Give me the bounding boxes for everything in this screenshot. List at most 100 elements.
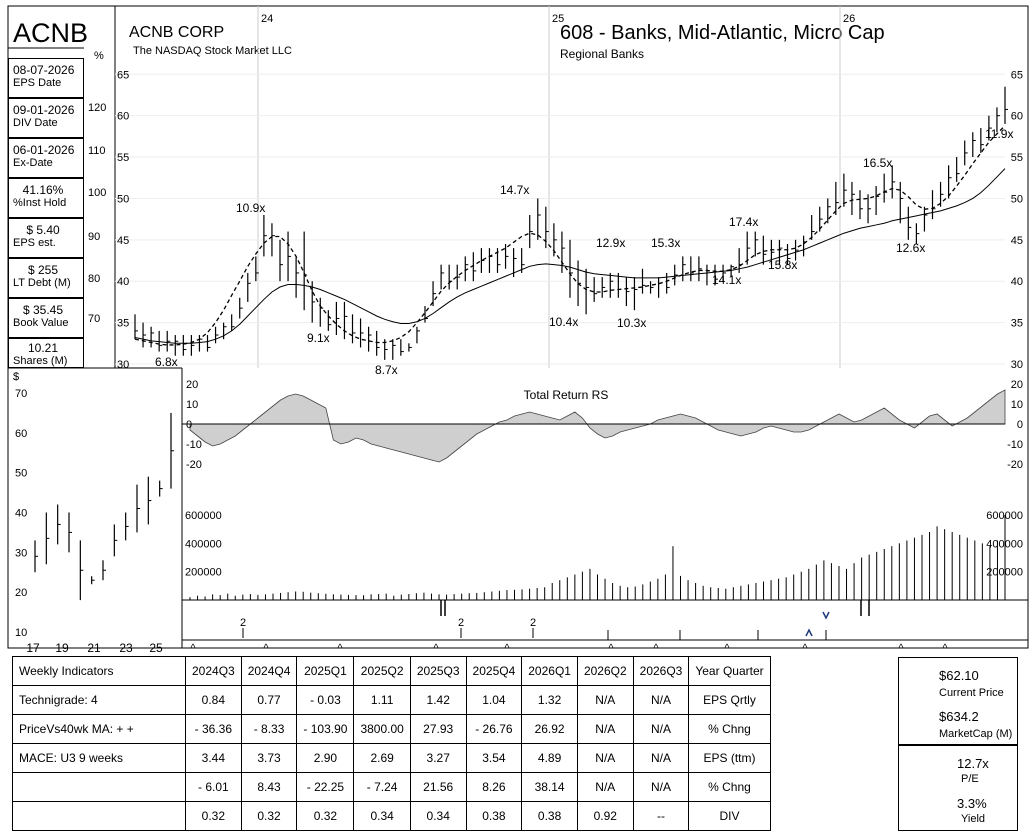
table-cell: 2026Q2 <box>576 656 634 686</box>
stat-label: %Inst Hold <box>13 197 67 209</box>
pe-label: 6.8x <box>155 355 178 369</box>
pe-label: 17.4x <box>729 215 758 229</box>
table-cell: EPS (ttm) <box>688 743 771 773</box>
table-cell: 1.42 <box>409 685 467 715</box>
pe-label: 11.9x <box>985 127 1013 141</box>
stat-label: Book Value <box>13 317 69 329</box>
caret-marker: ^ <box>899 643 904 654</box>
volume-tick-right: 400000 <box>986 538 1023 550</box>
table-cell: - 26.76 <box>465 714 523 744</box>
yield-label: Yield <box>961 813 986 825</box>
table-cell: 4.89 <box>521 743 578 773</box>
table-cell: 3.73 <box>240 743 298 773</box>
current-price: $62.10 <box>939 668 979 683</box>
inset-y-tick: 50 <box>15 468 27 480</box>
weekly-indicators-table: Weekly Indicators 2024Q3 2024Q4 2025Q1 2… <box>12 656 771 831</box>
volume-tick-right: 600000 <box>986 510 1023 522</box>
table-cell: 2.69 <box>353 743 411 773</box>
table-cell: -- <box>632 801 690 831</box>
table-cell: % Chng <box>688 714 771 744</box>
pe-value: 12.7x <box>957 756 989 771</box>
pe-label: 12.9x <box>596 236 625 250</box>
chart-border <box>7 5 1029 649</box>
table-cell: N/A <box>576 772 634 802</box>
table-cell: 8.26 <box>465 772 523 802</box>
percent-tick: 80 <box>88 273 100 285</box>
table-cell: 0.34 <box>353 801 411 831</box>
table-cell: - 36.36 <box>185 714 242 744</box>
price-tick-right: 45 <box>1011 235 1023 247</box>
price-tick-left: 30 <box>117 359 129 371</box>
table-cell: N/A <box>632 743 690 773</box>
table-cell: N/A <box>632 772 690 802</box>
pe-label: 10.3x <box>617 316 646 330</box>
stat-div-date: 09-01-2026 DIV Date <box>8 98 84 138</box>
stat-value: $ 35.45 <box>22 303 64 317</box>
price-tick-left: 50 <box>117 193 129 205</box>
rs-tick-right: 0 <box>1017 419 1023 431</box>
table-cell: PriceVs40wk MA: + + <box>12 714 186 744</box>
inset-x-tick: 21 <box>87 641 101 655</box>
caret-marker: ^ <box>943 643 948 654</box>
inset-x-tick: 25 <box>149 641 163 655</box>
table-cell: % Chng <box>688 772 771 802</box>
table-header-row: Weekly Indicators 2024Q3 2024Q4 2025Q1 2… <box>12 656 771 686</box>
table-cell: 3.27 <box>409 743 467 773</box>
ma40-line <box>134 168 1006 344</box>
table-row: PriceVs40wk MA: + + - 36.36 - 8.33 - 103… <box>12 714 771 744</box>
table-cell: N/A <box>632 685 690 715</box>
stat-value: 06-01-2026 <box>13 143 75 157</box>
table-cell: 2026Q1 <box>521 656 578 686</box>
price-tick-right: 55 <box>1011 152 1023 164</box>
up-arrow-icon <box>805 628 813 637</box>
table-cell: N/A <box>576 743 634 773</box>
table-cell: - 8.33 <box>240 714 298 744</box>
table-cell: 0.77 <box>240 685 298 715</box>
table-cell: - 22.25 <box>296 772 355 802</box>
moving-averages <box>134 125 1006 346</box>
pe-label: 15.8x <box>768 258 797 272</box>
table-cell: 0.32 <box>185 801 242 831</box>
table-cell: 0.84 <box>185 685 242 715</box>
stat-value: 41.16% <box>22 183 64 197</box>
table-cell: 0.32 <box>296 801 355 831</box>
table-cell: 3.44 <box>185 743 242 773</box>
price-tick-left: 55 <box>117 152 129 164</box>
year-label: 26 <box>843 13 855 25</box>
inset-y-tick: 10 <box>15 627 27 639</box>
rs-tick-right: -10 <box>1007 439 1023 451</box>
pe-label: P/E <box>961 773 979 785</box>
table-cell: 2026Q3 <box>632 656 690 686</box>
table-cell: 1.04 <box>465 685 523 715</box>
price-tick-left: 65 <box>117 69 129 81</box>
ma10-line <box>134 125 1006 346</box>
table-cell: 3.54 <box>465 743 523 773</box>
table-cell: 3800.00 <box>353 714 411 744</box>
table-cell: Weekly Indicators <box>12 656 186 686</box>
table-cell: 2024Q4 <box>240 656 298 686</box>
rs-tick-left: -10 <box>186 439 202 451</box>
inset-x-tick: 17 <box>26 641 40 655</box>
table-cell: N/A <box>576 714 634 744</box>
ticker-symbol: ACNB <box>13 18 89 48</box>
table-cell: Technigrade: 4 <box>12 685 186 715</box>
price-tick-left: 35 <box>117 318 129 330</box>
pe-label: 12.6x <box>896 241 925 255</box>
table-cell: - 0.03 <box>296 685 355 715</box>
rs-tick-right: -20 <box>1007 459 1023 471</box>
table-cell <box>12 772 186 802</box>
pe-label: 14.1x <box>712 273 741 287</box>
event-label: 2 <box>240 617 246 629</box>
stat-eps-est: $ 5.40 EPS est. <box>8 218 84 258</box>
caret-marker: ^ <box>338 643 343 654</box>
pe-label: 10.9x <box>236 201 265 215</box>
percent-tick: 70 <box>88 313 100 325</box>
stat-inst-hold: 41.16% %Inst Hold <box>8 178 84 218</box>
price-bars <box>134 86 1008 360</box>
stat-label: DIV Date <box>13 117 58 129</box>
percent-tick: 120 <box>88 102 106 114</box>
volume-panel: 600000 600000 400000 400000 200000 200000 <box>185 510 1023 600</box>
rs-panel: 20 20 10 10 0 0 -10 -10 -20 -20 Total Return RS <box>182 379 1023 471</box>
event-label: 2 <box>530 617 536 629</box>
price-tick-left: 60 <box>117 111 129 123</box>
